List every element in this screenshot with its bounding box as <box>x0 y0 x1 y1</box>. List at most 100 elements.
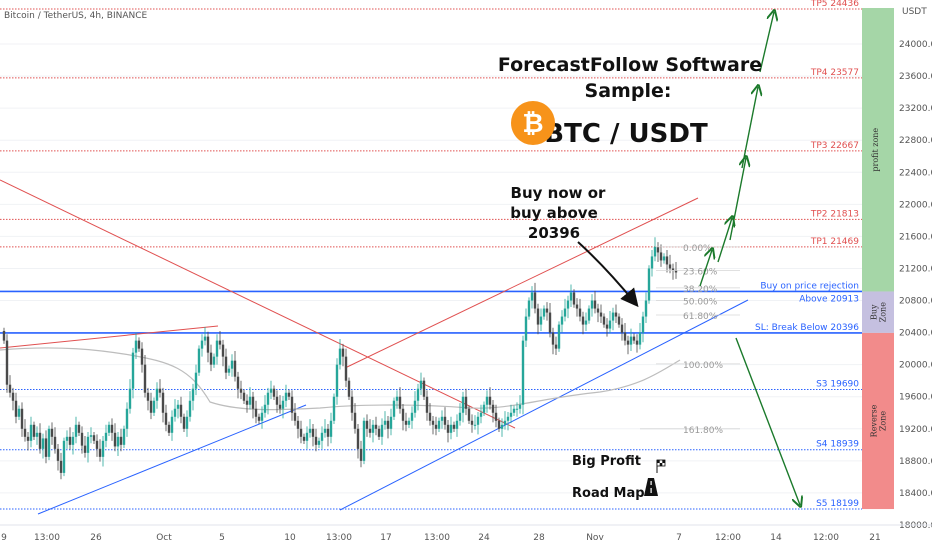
candle-body <box>572 292 576 305</box>
candle-body <box>368 428 372 433</box>
candle-body <box>542 308 546 317</box>
candle-body <box>614 312 618 317</box>
candle-body <box>335 364 339 397</box>
level-label-7: SL: Break Below 20396 <box>755 323 859 333</box>
road-map-line2: Road Map <box>572 486 645 501</box>
title: ForecastFollow Software <box>498 54 762 76</box>
arrow-to-tp4 <box>741 87 758 169</box>
y-tick-label: 22000.00 <box>899 200 932 210</box>
y-tick-label: 20800.00 <box>899 297 932 307</box>
candle-body <box>482 404 486 413</box>
y-tick-label: 18800.00 <box>899 457 932 467</box>
price-axis[interactable]: USDT 24000.00 23600.00 23200.00 22800.00 2240… <box>894 0 932 550</box>
candle-body <box>227 368 231 373</box>
candle-body <box>473 424 477 426</box>
support-trendline-left[interactable] <box>37 404 307 515</box>
candle-body <box>71 436 75 445</box>
candle-body <box>107 424 111 433</box>
candle-body <box>239 388 243 393</box>
candle-body <box>131 352 135 389</box>
candle-body <box>518 404 522 409</box>
candle-body <box>356 428 360 449</box>
buy-zone-band <box>862 291 894 333</box>
candle-body <box>308 428 312 433</box>
symbol-header[interactable]: Bitcoin / TetherUS, 4h, BINANCE <box>4 11 148 21</box>
x-tick-label: 24 <box>478 533 490 543</box>
candle-body <box>50 428 54 437</box>
candle-body <box>74 424 78 437</box>
subtitle: Sample: <box>585 80 672 102</box>
candle-body <box>461 396 465 413</box>
buy-note-line3: 20396 <box>528 224 580 242</box>
candle-body <box>503 420 507 425</box>
support-trendline-right[interactable] <box>339 299 749 511</box>
time-axis[interactable]: 9 13:00 26 Oct 5 10 13:00 17 13:00 24 28 Nov 7 12:00 1… <box>0 524 932 543</box>
profit-zone-label: profit zone <box>871 128 880 172</box>
candle-body <box>413 400 417 413</box>
arrow-to-tp3 <box>729 158 746 241</box>
candle-body <box>200 340 204 349</box>
candle-body <box>596 308 600 313</box>
candle-body <box>497 420 501 429</box>
pair-label: BTC / USDT <box>544 119 708 149</box>
candle-body <box>59 460 63 473</box>
candle-body <box>410 412 414 421</box>
candle-body <box>422 380 426 397</box>
candle-body <box>146 392 150 401</box>
candle-body <box>116 436 120 447</box>
candle-body <box>470 420 474 425</box>
candle-body <box>605 324 609 329</box>
x-tick-label: 26 <box>90 533 102 543</box>
candle-body <box>65 436 69 441</box>
x-tick-label: 14 <box>770 533 782 543</box>
road-icon <box>644 478 658 496</box>
downtrend-top-line[interactable] <box>0 325 219 349</box>
candle-body <box>263 404 267 413</box>
candle-body <box>659 252 663 261</box>
x-tick-label: 13:00 <box>424 533 450 543</box>
candle-body <box>140 348 144 365</box>
candle-body <box>383 420 387 425</box>
candle-body <box>293 412 297 421</box>
candle-body <box>224 356 228 373</box>
reverse-zone-band <box>862 332 894 510</box>
fib-label-1: 23.60% <box>683 267 718 277</box>
candle-body <box>101 440 105 457</box>
candle-body <box>632 336 636 341</box>
candle-body <box>581 316 585 325</box>
fib-label-4: 61.80% <box>683 312 718 322</box>
candle-body <box>89 435 93 437</box>
rising-channel-top[interactable] <box>344 197 699 369</box>
candle-body <box>545 308 549 313</box>
candle-body <box>557 324 561 349</box>
candle-body <box>266 392 270 405</box>
candle-body <box>170 416 174 433</box>
x-tick-label: 12:00 <box>813 533 839 543</box>
candle-body <box>551 332 555 345</box>
candle-body <box>539 316 543 325</box>
candle-body <box>23 428 27 437</box>
candle-body <box>548 312 552 333</box>
trendlines <box>0 179 749 515</box>
candle-body <box>671 268 675 271</box>
candle-body <box>347 380 351 397</box>
candle-body <box>653 246 657 257</box>
candle-body <box>275 396 279 405</box>
candle-body <box>152 400 156 413</box>
level-label-8: S3 19690 <box>816 380 859 390</box>
candle-body <box>521 340 525 405</box>
candle-body <box>536 308 540 325</box>
checkered-flag-icon <box>656 459 666 473</box>
level-label-0: TP5 24436 <box>810 0 859 9</box>
candle-body <box>371 424 375 433</box>
resistance-trendline[interactable] <box>0 179 516 429</box>
candle-body <box>590 300 594 309</box>
candle-body <box>194 372 198 389</box>
candle-body <box>626 340 630 345</box>
candle-body <box>20 408 24 429</box>
bitcoin-logo-icon: ₿ <box>511 101 555 145</box>
level-label-5: Buy on price rejection <box>760 281 859 291</box>
candle-body <box>233 360 237 377</box>
